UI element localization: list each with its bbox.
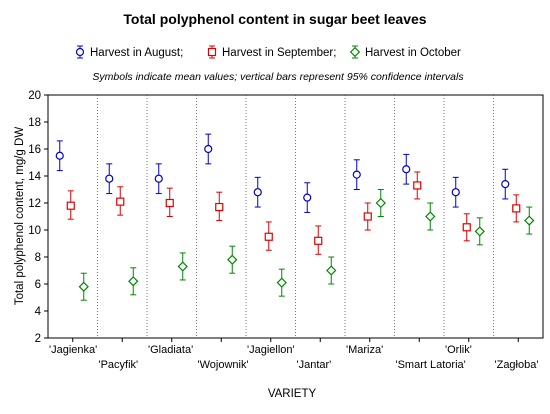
data-point [204, 144, 213, 154]
data-point [276, 277, 287, 288]
data-point [512, 204, 521, 213]
data-point [215, 202, 224, 212]
data-point [363, 212, 372, 221]
data-point [314, 236, 323, 245]
data-point [128, 276, 139, 287]
data-point [105, 174, 114, 183]
data-point [352, 170, 361, 179]
data-point [474, 226, 485, 237]
plot-area: 2 4 6 8 10 12 14 16 18 20 'Jagienka''Pacyfik' 'Glad… [28, 90, 544, 371]
legend-marker [349, 46, 361, 58]
x-axis-label: VARIETY [268, 388, 317, 400]
x-tick-label: 'Orlik' [445, 344, 472, 356]
y-tick-label: 12 [28, 198, 41, 210]
data-point [66, 201, 75, 210]
legend-marker [207, 47, 217, 57]
data-point [462, 223, 471, 232]
legend-label: Harvest in October [365, 47, 461, 59]
chart-note: Symbols indicate mean values; vertical b… [92, 71, 464, 83]
x-tick-label: 'Smart Latoria' [396, 359, 466, 371]
x-tick-label: 'Mariza' [346, 344, 383, 356]
data-point [177, 261, 188, 272]
chart-title: Total polyphenol content in sugar beet l… [123, 11, 426, 27]
data-point [402, 165, 411, 174]
data-point [451, 188, 460, 197]
y-tick-label: 16 [28, 144, 41, 156]
data-point [253, 188, 262, 197]
data-point [154, 174, 163, 183]
data-point [227, 254, 238, 265]
data-point [413, 181, 422, 190]
y-tick-label: 20 [28, 90, 41, 102]
legend-marker [75, 47, 85, 57]
data-point [116, 197, 125, 206]
data-point [165, 198, 174, 208]
legend: Harvest in August; Harvest in September; H… [75, 45, 461, 59]
data-point [55, 151, 64, 160]
y-tick-label: 8 [35, 252, 41, 264]
legend-label: Harvest in September; [222, 47, 336, 59]
x-tick-label: 'Pacyfik' [99, 359, 139, 371]
data-point [303, 193, 312, 202]
data-point [501, 180, 510, 189]
y-tick-label: 6 [35, 279, 41, 291]
y-tick-label: 10 [28, 225, 41, 237]
x-tick-label: 'Zagłoba' [495, 359, 539, 371]
data-point [78, 281, 89, 292]
x-tick-label: 'Jantar' [297, 359, 332, 371]
y-tick-label: 18 [28, 117, 41, 129]
y-axis-label: Total polyphenol content, mg/g DW [14, 127, 26, 305]
y-tick-label: 2 [35, 333, 41, 345]
data-point [524, 215, 535, 226]
x-tick-label: 'Jagiellon' [247, 344, 295, 356]
y-tick-label: 4 [35, 306, 42, 318]
x-tick-label: 'Jagienka' [49, 344, 97, 356]
data-point [264, 232, 273, 241]
data-point [326, 265, 337, 276]
legend-label: Harvest in August; [90, 47, 183, 59]
data-point [425, 211, 436, 222]
data-point [375, 197, 386, 209]
y-tick-label: 14 [28, 171, 41, 183]
x-tick-label: 'Gladiata' [148, 344, 193, 356]
x-tick-label: 'Wojownik' [198, 359, 249, 371]
